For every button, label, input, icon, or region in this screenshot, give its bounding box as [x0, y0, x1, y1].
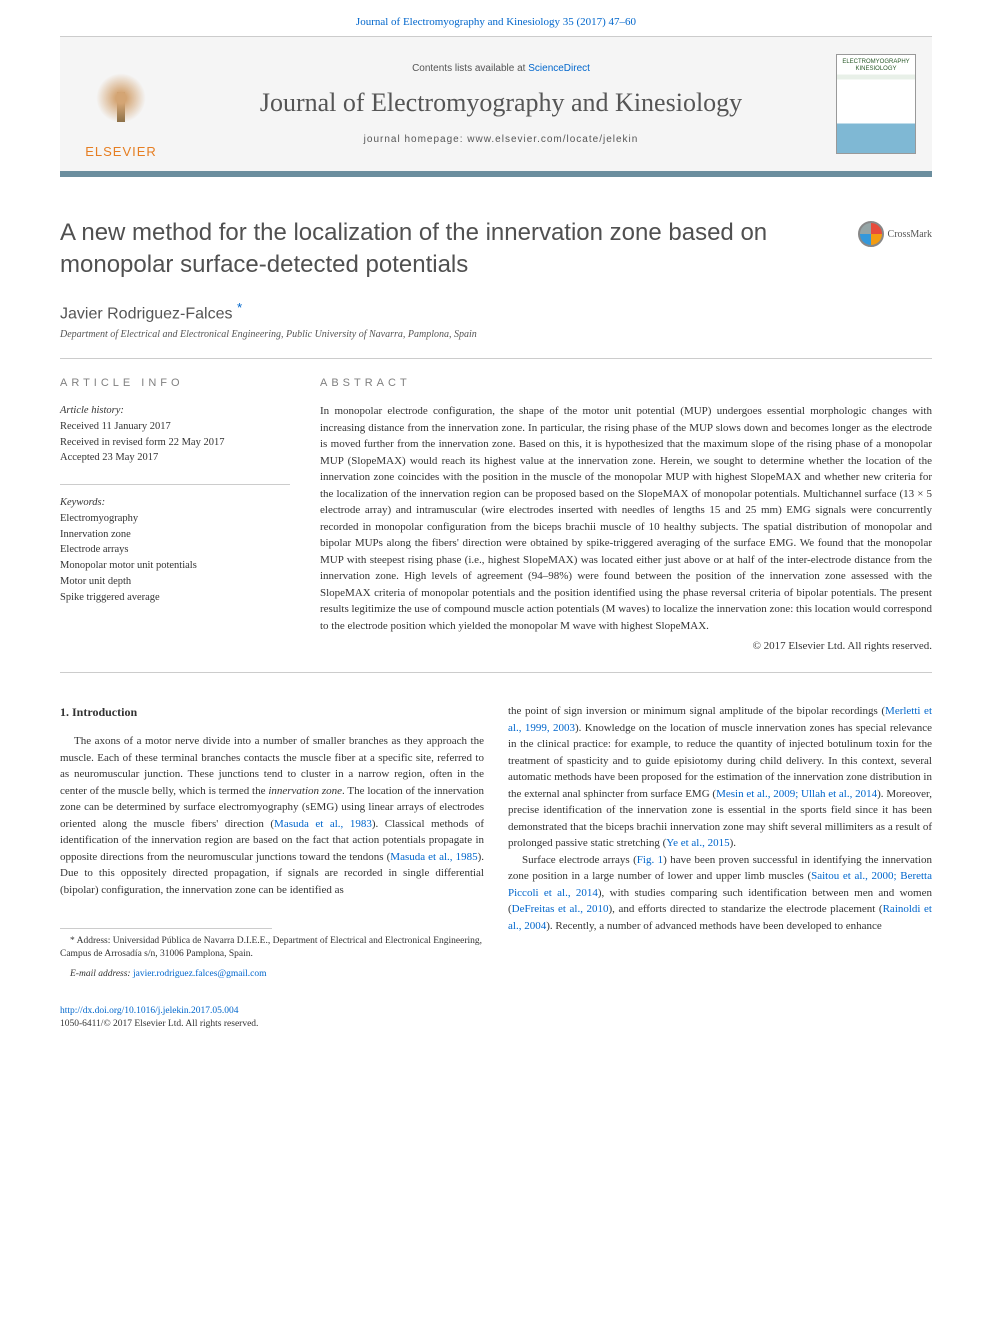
figure-link[interactable]: Fig. 1	[637, 854, 663, 866]
crossmark-icon	[858, 221, 884, 247]
citation-link[interactable]: Mesin et al., 2009; Ullah et al., 2014	[716, 788, 877, 800]
journal-title: Journal of Electromyography and Kinesiol…	[166, 88, 836, 118]
article-history-block: Article history: Received 11 January 201…	[60, 403, 290, 466]
section-heading: 1. Introduction	[60, 703, 484, 721]
footnote-separator	[60, 928, 272, 929]
article-info-column: article info Article history: Received 1…	[60, 377, 290, 652]
divider	[60, 672, 932, 673]
abstract-text: In monopolar electrode configuration, th…	[320, 403, 932, 634]
page-footer: http://dx.doi.org/10.1016/j.jelekin.2017…	[60, 1005, 932, 1032]
divider	[60, 358, 932, 359]
affiliation: Department of Electrical and Electronica…	[60, 329, 932, 340]
citation-link[interactable]: DeFreitas et al., 2010	[512, 903, 609, 915]
banner-center: Contents lists available at ScienceDirec…	[166, 63, 836, 145]
keyword: Spike triggered average	[60, 590, 290, 606]
history-accepted: Accepted 23 May 2017	[60, 450, 290, 466]
journal-banner: ELSEVIER Contents lists available at Sci…	[60, 36, 932, 177]
email-link[interactable]: javier.rodriguez.falces@gmail.com	[133, 969, 267, 979]
body-column-right: the point of sign inversion or minimum s…	[508, 703, 932, 981]
corresponding-symbol: *	[237, 300, 242, 315]
elsevier-tree-icon	[86, 70, 156, 140]
keywords-block: Keywords: Electromyography Innervation z…	[60, 495, 290, 605]
keyword: Innervation zone	[60, 527, 290, 543]
article-info-heading: article info	[60, 377, 290, 389]
text: Surface electrode arrays (	[522, 854, 637, 866]
divider	[60, 484, 290, 485]
body-column-left: 1. Introduction The axons of a motor ner…	[60, 703, 484, 981]
keywords-label: Keywords:	[60, 495, 290, 511]
sciencedirect-link[interactable]: ScienceDirect	[528, 63, 590, 74]
header-citation[interactable]: Journal of Electromyography and Kinesiol…	[0, 0, 992, 36]
paragraph: Surface electrode arrays (Fig. 1) have b…	[508, 852, 932, 935]
abstract-column: abstract In monopolar electrode configur…	[320, 377, 932, 652]
article-title: A new method for the localization of the…	[60, 217, 842, 282]
footnote-address-label: * Address:	[70, 936, 113, 946]
corresponding-footnote: * Address: Universidad Pública de Navarr…	[60, 935, 484, 962]
body-columns: 1. Introduction The axons of a motor ner…	[60, 703, 932, 981]
paragraph: The axons of a motor nerve divide into a…	[60, 733, 484, 898]
elsevier-wordmark: ELSEVIER	[85, 144, 157, 159]
text: ). Recently, a number of advanced method…	[546, 920, 882, 932]
issn-copyright: 1050-6411/© 2017 Elsevier Ltd. All right…	[60, 1019, 258, 1029]
history-received: Received 11 January 2017	[60, 419, 290, 435]
text: ), and efforts directed to standarize th…	[609, 903, 883, 915]
contents-prefix: Contents lists available at	[412, 63, 528, 74]
crossmark-badge[interactable]: CrossMark	[858, 221, 932, 247]
doi-link[interactable]: http://dx.doi.org/10.1016/j.jelekin.2017…	[60, 1006, 238, 1016]
keyword: Electromyography	[60, 511, 290, 527]
citation-link[interactable]: Ye et al., 2015	[666, 837, 729, 849]
email-footnote: E-mail address: javier.rodriguez.falces@…	[60, 968, 484, 981]
publisher-logo-block: ELSEVIER	[76, 49, 166, 159]
paragraph: the point of sign inversion or minimum s…	[508, 703, 932, 852]
section-title: Introduction	[72, 705, 137, 719]
keyword: Monopolar motor unit potentials	[60, 558, 290, 574]
abstract-heading: abstract	[320, 377, 932, 389]
keyword: Electrode arrays	[60, 542, 290, 558]
history-revised: Received in revised form 22 May 2017	[60, 435, 290, 451]
author-line: Javier Rodriguez-Falces *	[60, 300, 932, 323]
term-innervation-zone: innervation zone	[268, 785, 342, 797]
citation-link[interactable]: Masuda et al., 1985	[390, 851, 477, 863]
text: ).	[730, 837, 736, 849]
contents-line: Contents lists available at ScienceDirec…	[166, 63, 836, 74]
homepage-url[interactable]: www.elsevier.com/locate/jelekin	[467, 134, 638, 145]
homepage-line: journal homepage: www.elsevier.com/locat…	[166, 134, 836, 145]
homepage-prefix: journal homepage:	[364, 134, 468, 145]
cover-text: ELECTROMYOGRAPHY KINESIOLOGY	[837, 59, 915, 72]
footnote-address: Universidad Pública de Navarra D.I.E.E.,…	[60, 936, 482, 959]
citation-link[interactable]: Masuda et al., 1983	[274, 818, 372, 830]
section-number: 1.	[60, 705, 69, 719]
email-label: E-mail address:	[70, 969, 133, 979]
keyword: Motor unit depth	[60, 574, 290, 590]
abstract-copyright: © 2017 Elsevier Ltd. All rights reserved…	[320, 640, 932, 652]
history-label: Article history:	[60, 403, 290, 419]
crossmark-label: CrossMark	[888, 229, 932, 240]
text: the point of sign inversion or minimum s…	[508, 705, 885, 717]
journal-cover-thumbnail: ELECTROMYOGRAPHY KINESIOLOGY	[836, 54, 916, 154]
author-name: Javier Rodriguez-Falces	[60, 305, 233, 322]
